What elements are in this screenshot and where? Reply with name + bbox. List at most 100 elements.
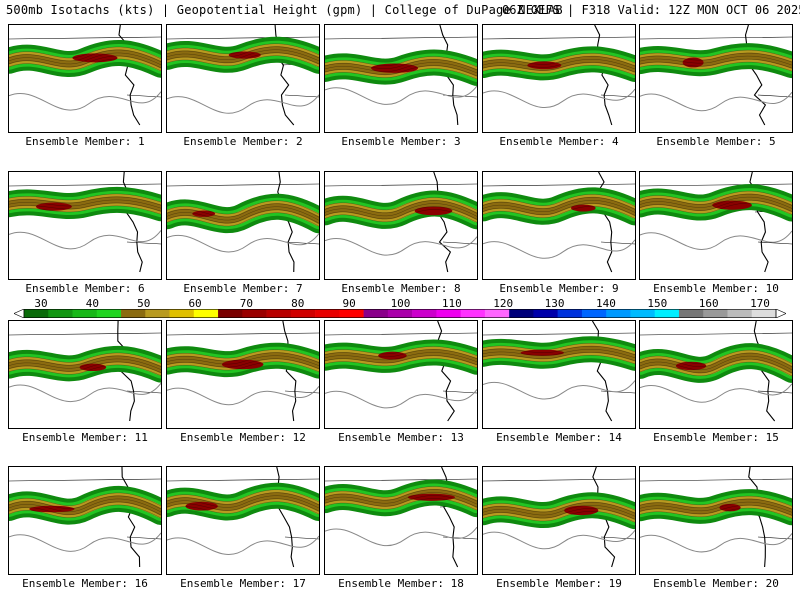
- ensemble-member-label: Ensemble Member: 16: [22, 577, 148, 590]
- height-contour: [640, 533, 792, 553]
- border-line: [167, 478, 319, 482]
- isotach-line: [483, 53, 635, 64]
- border-line: [126, 94, 161, 98]
- isotach-line: [483, 206, 635, 219]
- ensemble-member-label: Ensemble Member: 11: [22, 431, 148, 444]
- colorbar-swatch: [169, 309, 195, 318]
- colorbar-swatch: [678, 309, 704, 318]
- border-line: [757, 536, 792, 540]
- isotach-line: [9, 196, 161, 206]
- isotach-line: [167, 43, 319, 56]
- ensemble-member-label: Ensemble Member: 8: [341, 282, 461, 295]
- ensemble-map-panel: [639, 320, 793, 429]
- colorbar-swatch: [315, 309, 340, 318]
- ensemble-member-label: Ensemble Member: 10: [653, 282, 779, 295]
- jet-core-max: [370, 63, 419, 73]
- isotach-line: [167, 501, 319, 515]
- colorbar-outline: [23, 309, 777, 318]
- model-run-info: 06Z GEFS | F318 Valid: 12Z MON OCT 06 20…: [502, 3, 800, 17]
- isotach-line: [325, 358, 477, 368]
- height-contour: [167, 385, 319, 406]
- border-line: [167, 332, 319, 336]
- isotach-line: [483, 200, 635, 213]
- border-line: [640, 36, 792, 40]
- isotach-line: [325, 62, 477, 74]
- height-contour: [640, 91, 792, 112]
- ensemble-member-label: Ensemble Member: 6: [25, 282, 145, 295]
- coastline-line: [437, 321, 455, 422]
- isotach-line: [325, 200, 477, 214]
- isotach-line: [640, 349, 792, 365]
- isotach-line: [640, 196, 792, 209]
- isotach-line: [325, 68, 477, 80]
- isotach-line: [640, 355, 792, 371]
- isotach-line: [640, 507, 792, 519]
- isotach-line: [167, 498, 319, 512]
- colorbar-swatch: [581, 309, 607, 318]
- colorbar-tick-label: 140: [595, 297, 616, 310]
- border-line: [640, 332, 792, 336]
- height-contour: [640, 383, 792, 403]
- isotach-line: [9, 504, 161, 519]
- ensemble-map-panel: [482, 466, 636, 575]
- isotach-line: [167, 349, 319, 360]
- isotach-line: [325, 59, 477, 71]
- ensemble-member-label: Ensemble Member: 2: [183, 135, 303, 148]
- border-line: [284, 536, 319, 540]
- isotach-line: [9, 355, 161, 367]
- ensemble-map-panel: [324, 24, 478, 133]
- colorbar-tick-label: 100: [390, 297, 411, 310]
- colorbar-swatch: [484, 309, 510, 318]
- isotach-line: [640, 361, 792, 377]
- border-line: [600, 536, 635, 540]
- colorbar-swatch: [290, 309, 316, 318]
- isotach-line: [325, 209, 477, 223]
- ensemble-member-label: Ensemble Member: 14: [496, 431, 622, 444]
- isotach-line: [483, 499, 635, 511]
- jet-core-max: [185, 501, 218, 511]
- height-contour: [325, 526, 477, 547]
- coastline-line: [597, 172, 613, 273]
- jet-core-max: [682, 57, 704, 68]
- border-line: [483, 332, 635, 336]
- colorbar-swatch: [363, 309, 389, 318]
- isotach-line: [167, 206, 319, 221]
- isotach-line: [483, 349, 635, 358]
- jet-core-max: [192, 210, 216, 217]
- border-line: [167, 183, 319, 187]
- coastline-line: [594, 25, 613, 126]
- isotach-line: [325, 349, 477, 359]
- ensemble-map-panel: [482, 320, 636, 429]
- isotach-line: [640, 199, 792, 212]
- ensemble-map-panel: [639, 466, 793, 575]
- colorbar-swatch: [557, 309, 583, 318]
- isotach-line: [325, 197, 477, 211]
- border-line: [167, 36, 319, 40]
- isotach-line: [640, 504, 792, 516]
- isotach-line: [640, 58, 792, 69]
- ensemble-member-label: Ensemble Member: 13: [338, 431, 464, 444]
- isotach-line: [167, 52, 319, 65]
- height-contour: [167, 94, 319, 114]
- isotach-line: [483, 508, 635, 520]
- colorbar-tick-label: 90: [342, 297, 356, 310]
- border-line: [284, 241, 319, 245]
- ensemble-map-panel: [8, 24, 162, 133]
- isotach-line: [483, 352, 635, 361]
- jet-core-max: [228, 51, 261, 59]
- ensemble-member-label: Ensemble Member: 4: [499, 135, 619, 148]
- colorbar-labels: 30 40 50 60 70 80 90 100 110 120 130 140 150 160 170: [0, 297, 800, 310]
- colorbar-tick-label: 40: [85, 297, 99, 310]
- colorbar-tick-label: 30: [34, 297, 48, 310]
- border-line: [600, 241, 635, 245]
- colorbar-tick-label: 120: [493, 297, 514, 310]
- isotach-line: [167, 492, 319, 506]
- isotach-line: [483, 505, 635, 517]
- isotach-line: [325, 355, 477, 365]
- isotach-line: [483, 56, 635, 67]
- ensemble-map-panel: [324, 320, 478, 429]
- isotach-line: [483, 65, 635, 76]
- isotach-line: [9, 495, 161, 510]
- isotach-line: [483, 355, 635, 364]
- isotach-line: [325, 486, 477, 499]
